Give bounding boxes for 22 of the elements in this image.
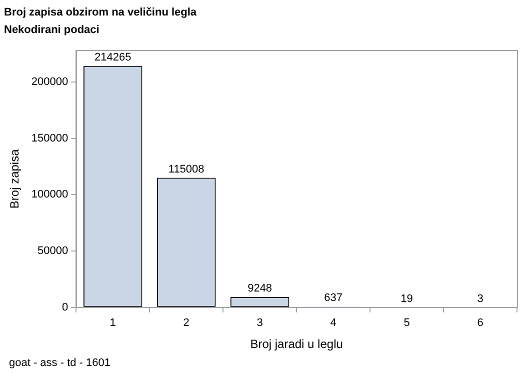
y-tick-label: 100000 (31, 188, 68, 201)
y-tick-label: 0 (62, 301, 68, 314)
y-tick-label: 50000 (38, 245, 68, 258)
text: goat - ass - td - 1601 (9, 357, 110, 369)
y-tick-label: 150000 (31, 132, 68, 144)
data-label: 637 (324, 292, 342, 304)
chart-title: Broj zapisa obzirom na veličinu legla (4, 6, 198, 19)
x-axis-title: Broj jaradi u leglu (250, 337, 343, 352)
x-tick-label: 1 (110, 317, 116, 330)
x-tick-label: 3 (256, 317, 263, 330)
data-label: 115008 (168, 163, 204, 176)
chart-subtitle: Nekodirani podaci (4, 24, 100, 36)
x-tick-label: 2 (183, 317, 190, 330)
x-tick-label: 6 (477, 317, 484, 330)
y-axis-title: Broj zapisa (8, 148, 22, 209)
data-label: 9248 (248, 282, 272, 295)
y-tick-label: 200000 (31, 76, 68, 88)
x-tick-label: 4 (330, 317, 336, 330)
x-tick-label: 5 (404, 317, 410, 330)
data-label: 214265 (94, 51, 132, 64)
data-label: 19 (400, 292, 413, 305)
data-label: 3 (477, 292, 484, 305)
